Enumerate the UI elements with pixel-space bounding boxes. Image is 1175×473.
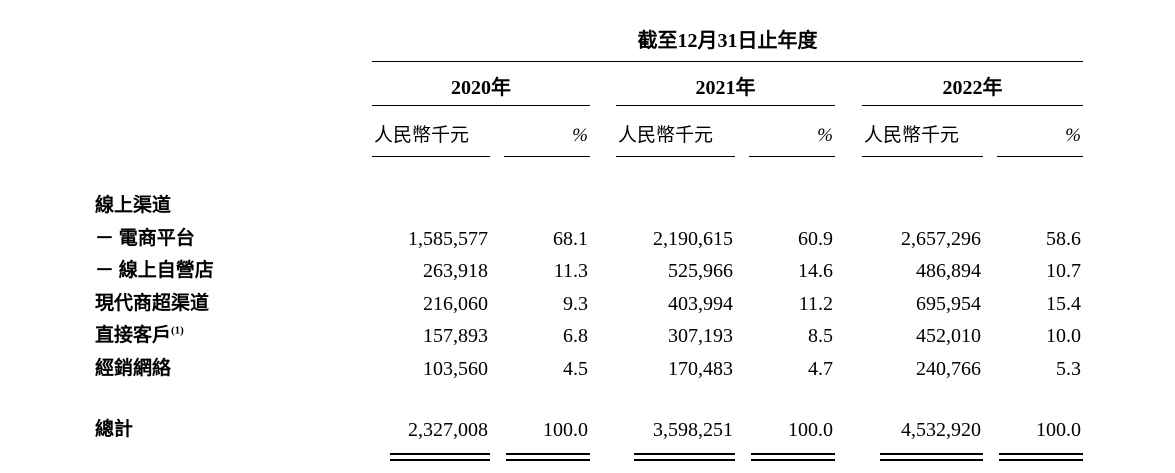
financial-table: 截至12月31日止年度 2020年 2021年 2022年 人民幣千元 % 人民… bbox=[95, 24, 1083, 461]
total-amount-2022: 4,532,920 bbox=[901, 419, 981, 441]
table-row-direct-customers: 直接客戶(1) 157,893 6.8 307,193 8.5 452,010 … bbox=[95, 320, 1083, 353]
double-rule bbox=[634, 452, 735, 461]
percent-header-2022: % bbox=[997, 125, 1083, 157]
row-label: 經銷網絡 bbox=[95, 357, 172, 379]
amount-2021: 307,193 bbox=[668, 325, 733, 347]
table-row-ecommerce-platforms: － 電商平台 1,585,577 68.1 2,190,615 60.9 2,6… bbox=[95, 223, 1083, 256]
table-row-online-channels: 線上渠道 bbox=[95, 190, 1083, 223]
row-label: － 電商平台 bbox=[95, 227, 195, 249]
subheader-row: 人民幣千元 % 人民幣千元 % 人民幣千元 % bbox=[95, 120, 1083, 157]
total-amount-2020: 2,327,008 bbox=[408, 419, 488, 441]
amount-header-2022: 人民幣千元 bbox=[862, 120, 983, 157]
total-percent-2020: 100.0 bbox=[543, 419, 588, 441]
amount-2021: 403,994 bbox=[668, 292, 733, 315]
double-rule bbox=[751, 452, 835, 461]
table-row-online-self-operated-stores: － 線上自營店 263,918 11.3 525,966 14.6 486,89… bbox=[95, 255, 1083, 288]
row-label: 直接客戶(1) bbox=[95, 320, 372, 353]
table-row-total: 總計 2,327,008 100.0 3,598,251 100.0 4,532… bbox=[95, 414, 1083, 447]
percent-2022: 10.0 bbox=[1046, 325, 1081, 347]
year-header-2020: 2020年 bbox=[372, 71, 590, 106]
percent-2020: 4.5 bbox=[563, 357, 588, 380]
amount-2022: 2,657,296 bbox=[901, 227, 981, 250]
table-row-modern-trade-channels: 現代商超渠道 216,060 9.3 403,994 11.2 695,954 … bbox=[95, 288, 1083, 321]
period-header-row: 截至12月31日止年度 bbox=[95, 24, 1083, 62]
amount-2020: 263,918 bbox=[423, 260, 488, 282]
percent-2022: 10.7 bbox=[1046, 260, 1081, 282]
percent-2020: 68.1 bbox=[553, 227, 588, 250]
total-amount-2021: 3,598,251 bbox=[653, 419, 733, 441]
amount-2022: 452,010 bbox=[916, 325, 981, 347]
percent-2021: 60.9 bbox=[798, 227, 833, 250]
row-label: 線上渠道 bbox=[95, 195, 172, 216]
amount-header-2020: 人民幣千元 bbox=[372, 120, 490, 157]
footnote-ref: (1) bbox=[171, 324, 184, 337]
percent-2021: 8.5 bbox=[808, 325, 833, 347]
amount-2021: 2,190,615 bbox=[653, 227, 733, 250]
percent-2022: 15.4 bbox=[1046, 292, 1081, 315]
percent-2021: 11.2 bbox=[798, 292, 833, 315]
amount-2022: 240,766 bbox=[916, 357, 981, 380]
double-rule bbox=[390, 452, 490, 461]
percent-header-2021: % bbox=[749, 125, 835, 157]
double-rule bbox=[880, 452, 983, 461]
amount-2021: 170,483 bbox=[668, 357, 733, 380]
percent-header-2020: % bbox=[504, 125, 590, 157]
amount-2020: 1,585,577 bbox=[408, 227, 488, 250]
percent-2020: 11.3 bbox=[553, 260, 588, 282]
amount-2020: 157,893 bbox=[423, 325, 488, 347]
amount-2022: 695,954 bbox=[916, 292, 981, 315]
amount-2020: 103,560 bbox=[423, 357, 488, 380]
year-header-row: 2020年 2021年 2022年 bbox=[95, 71, 1083, 106]
amount-2022: 486,894 bbox=[916, 260, 981, 282]
year-header-2022: 2022年 bbox=[862, 71, 1083, 106]
table-row-distribution-network: 經銷網絡 103,560 4.5 170,483 4.7 240,766 5.3 bbox=[95, 353, 1083, 386]
double-rule bbox=[506, 452, 590, 461]
row-label-text: 直接客戶 bbox=[95, 325, 172, 346]
year-header-2021: 2021年 bbox=[616, 71, 835, 106]
amount-2020: 216,060 bbox=[423, 292, 488, 315]
percent-2020: 6.8 bbox=[563, 325, 588, 347]
percent-2021: 14.6 bbox=[798, 260, 833, 282]
total-double-rule-row bbox=[95, 452, 1083, 461]
spacer bbox=[95, 157, 1083, 190]
percent-2022: 5.3 bbox=[1056, 357, 1081, 380]
total-percent-2021: 100.0 bbox=[788, 419, 833, 441]
period-title: 截至12月31日止年度 bbox=[372, 24, 1083, 62]
percent-2020: 9.3 bbox=[563, 292, 588, 315]
percent-2021: 4.7 bbox=[808, 357, 833, 380]
percent-2022: 58.6 bbox=[1046, 227, 1081, 250]
row-label: 現代商超渠道 bbox=[95, 292, 210, 314]
amount-header-2021: 人民幣千元 bbox=[616, 120, 735, 157]
double-rule bbox=[999, 452, 1083, 461]
row-label: 總計 bbox=[95, 419, 134, 440]
row-label: － 線上自營店 bbox=[95, 260, 214, 281]
total-percent-2022: 100.0 bbox=[1036, 419, 1081, 441]
amount-2021: 525,966 bbox=[668, 260, 733, 282]
